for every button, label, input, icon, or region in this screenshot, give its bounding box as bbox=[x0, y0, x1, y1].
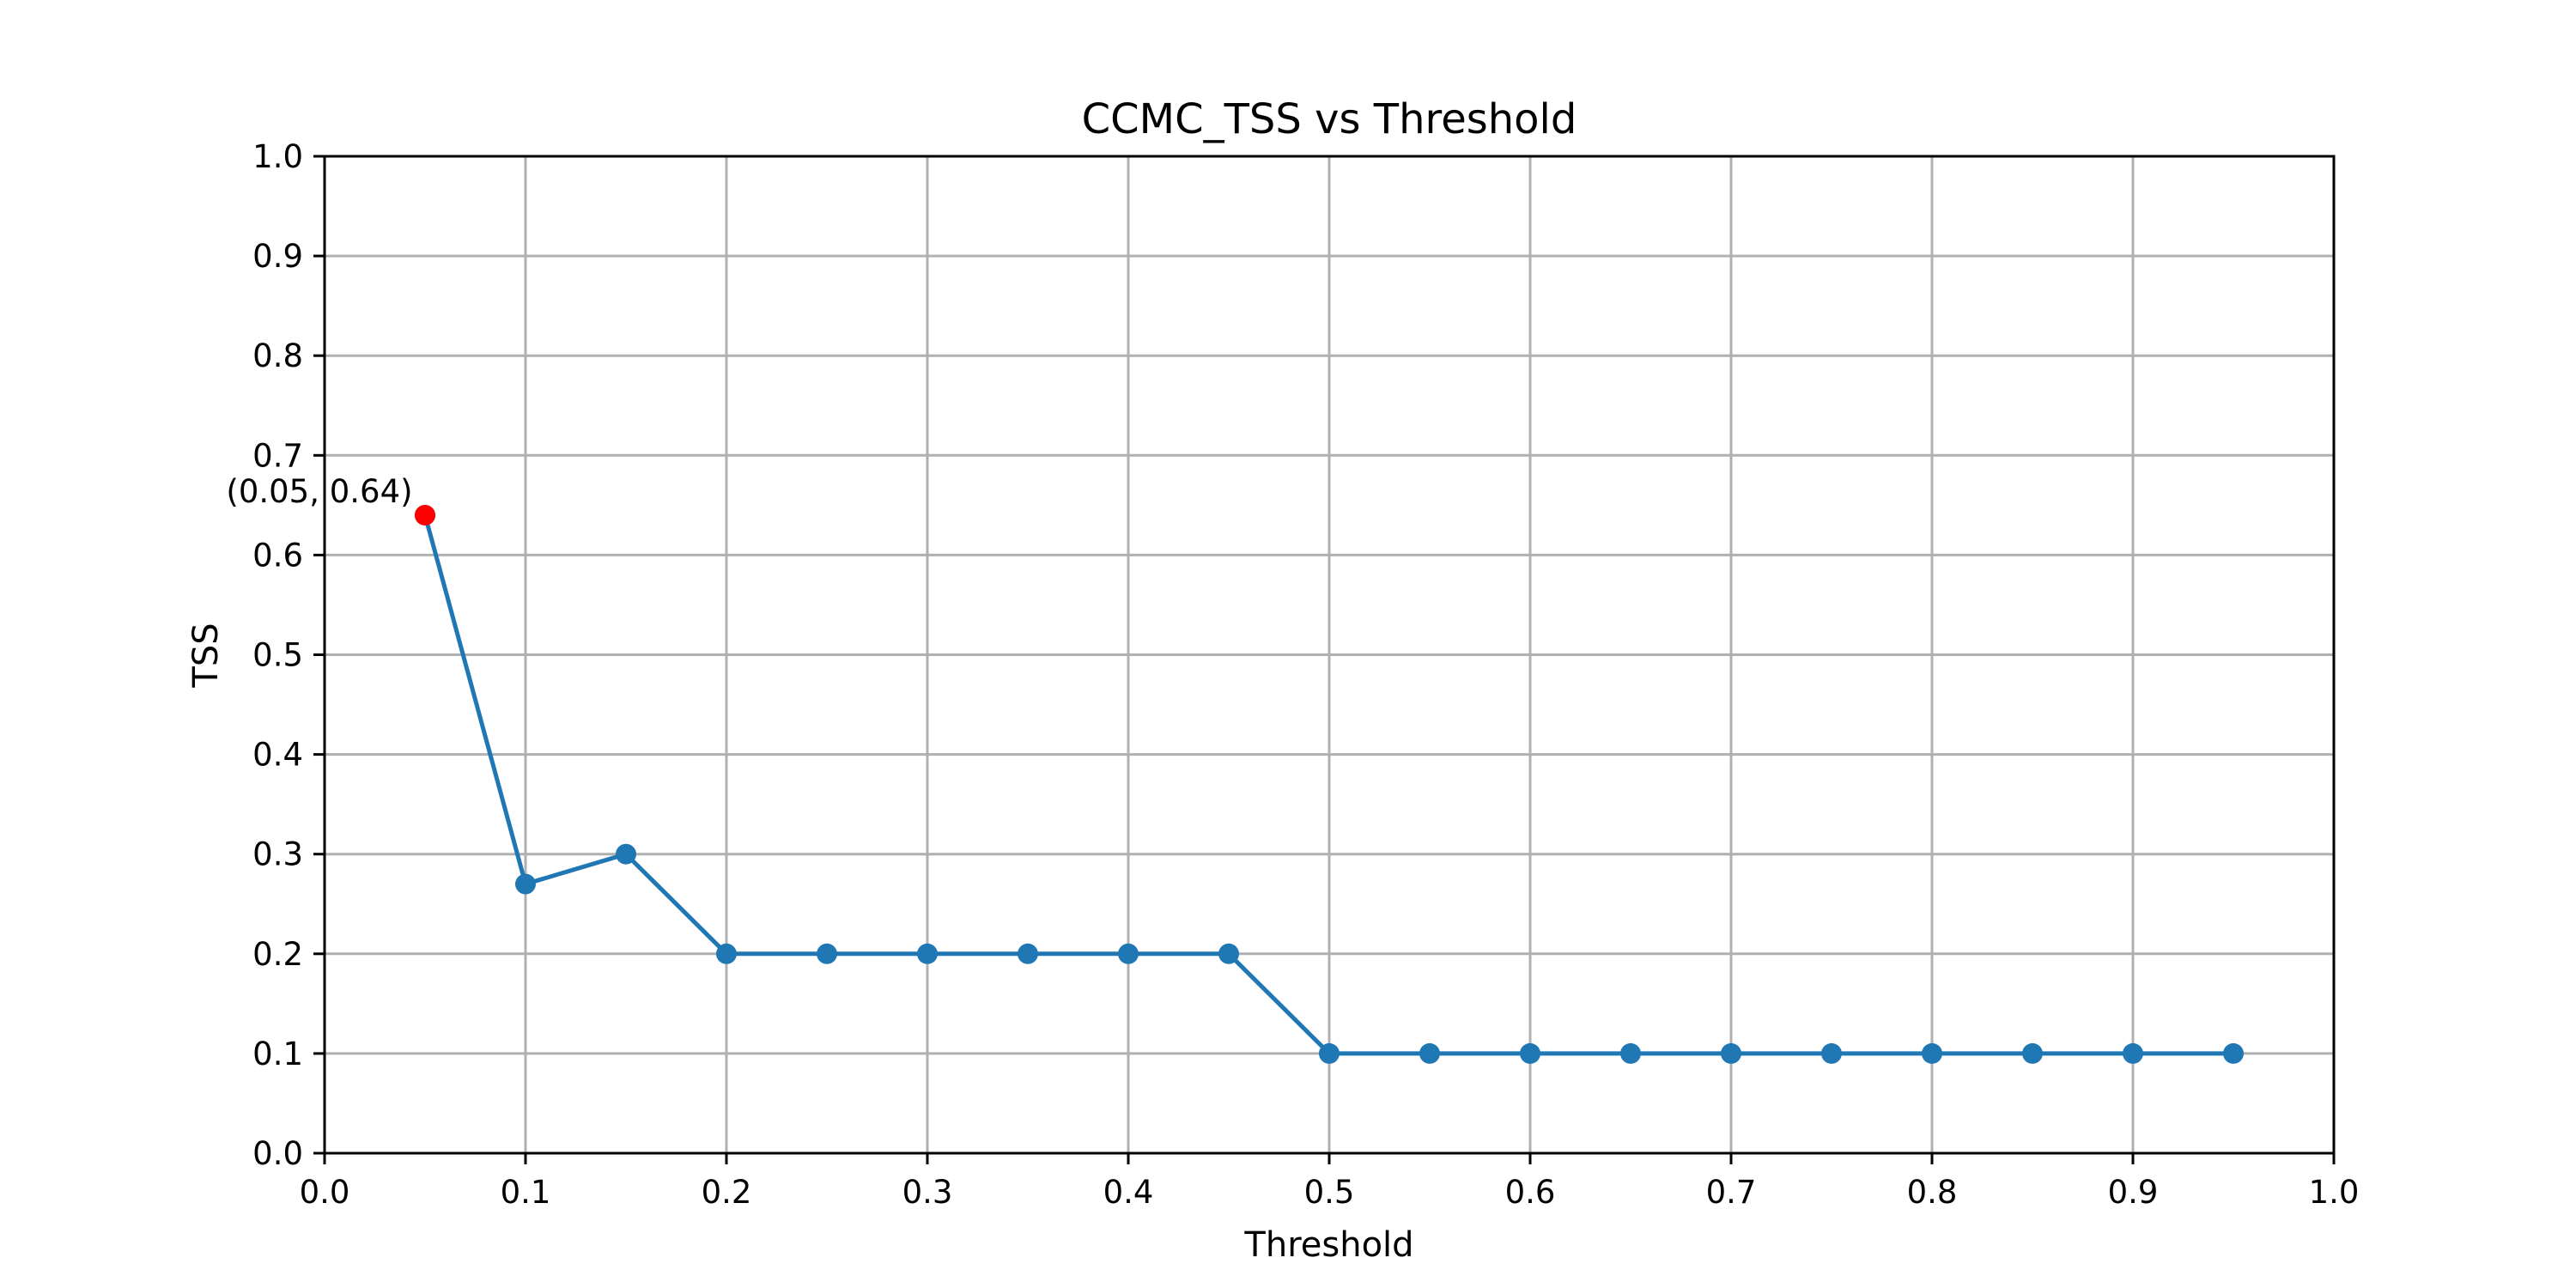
y-axis-label: TSS bbox=[186, 623, 226, 688]
data-point bbox=[616, 843, 636, 865]
y-tick-label: 0.5 bbox=[252, 637, 303, 674]
x-tick-label: 1.0 bbox=[2309, 1174, 2360, 1211]
x-tick-label: 0.2 bbox=[702, 1174, 752, 1211]
y-tick-label: 0.0 bbox=[252, 1135, 303, 1172]
data-point bbox=[1821, 1042, 1842, 1064]
data-point bbox=[1118, 943, 1139, 964]
x-tick-label: 0.7 bbox=[1706, 1174, 1757, 1211]
x-tick-label: 0.9 bbox=[2108, 1174, 2159, 1211]
data-point bbox=[1520, 1042, 1540, 1064]
y-tick-label: 0.2 bbox=[252, 936, 303, 973]
y-tick-label: 0.4 bbox=[252, 737, 303, 774]
y-tick-label: 0.6 bbox=[252, 537, 303, 574]
data-point bbox=[817, 943, 837, 964]
data-point bbox=[716, 943, 737, 964]
data-point bbox=[1620, 1042, 1641, 1064]
x-tick-label: 0.8 bbox=[1907, 1174, 1958, 1211]
data-point bbox=[515, 873, 536, 895]
highlight-point bbox=[415, 504, 435, 526]
y-tick-label: 0.8 bbox=[252, 337, 303, 374]
x-tick-label: 0.0 bbox=[300, 1174, 350, 1211]
x-tick-label: 0.4 bbox=[1103, 1174, 1154, 1211]
y-tick-label: 0.3 bbox=[252, 836, 303, 873]
plot-frame bbox=[323, 155, 2336, 1155]
y-tick-label: 0.7 bbox=[252, 437, 303, 474]
x-tick-label: 0.6 bbox=[1505, 1174, 1556, 1211]
x-axis: 0.0 0.1 0.2 0.3 0.4 0.5 0.6 0.7 0.8 0.9 1.0 bbox=[300, 1153, 2360, 1211]
x-tick-label: 0.1 bbox=[501, 1174, 551, 1211]
data-point bbox=[917, 943, 938, 964]
data-point bbox=[2022, 1042, 2043, 1064]
y-tick-label: 1.0 bbox=[252, 138, 303, 175]
data-point bbox=[1018, 943, 1038, 964]
chart-title: CCMC_TSS vs Threshold bbox=[1082, 95, 1577, 143]
data-point bbox=[1419, 1042, 1440, 1064]
x-tick-label: 0.5 bbox=[1304, 1174, 1355, 1211]
grid-lines bbox=[323, 155, 2336, 1155]
data-point bbox=[1922, 1042, 1942, 1064]
data-point bbox=[1319, 1042, 1340, 1064]
x-tick-label: 0.3 bbox=[902, 1174, 953, 1211]
data-point bbox=[2123, 1042, 2143, 1064]
y-tick-label: 0.9 bbox=[252, 238, 303, 275]
y-axis: 0.0 0.1 0.2 0.3 0.4 0.5 0.6 0.7 0.8 0.9 1.0 bbox=[252, 138, 325, 1172]
data-point bbox=[2223, 1042, 2244, 1064]
data-point bbox=[1721, 1042, 1741, 1064]
series-layer: (0.05, 0.64) bbox=[226, 473, 2244, 1064]
y-tick-label: 0.1 bbox=[252, 1036, 303, 1072]
highlight-annotation: (0.05, 0.64) bbox=[226, 473, 412, 510]
data-point bbox=[1218, 943, 1239, 964]
x-axis-label: Threshold bbox=[1243, 1225, 1413, 1265]
